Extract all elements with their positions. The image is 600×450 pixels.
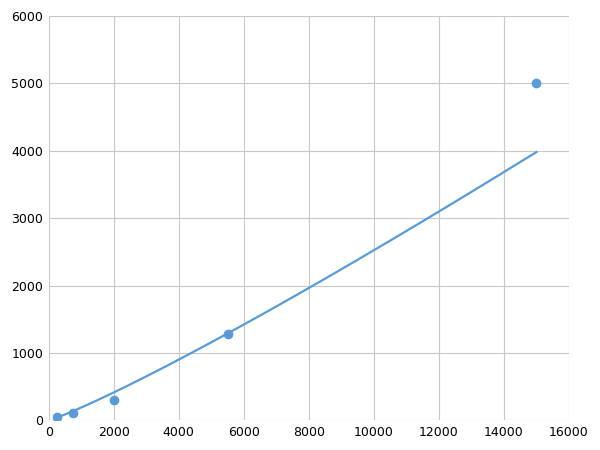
Point [68, 410, 78, 417]
Point [52, 413, 62, 420]
Point [223, 330, 232, 338]
Point [532, 80, 541, 87]
Point [109, 396, 119, 404]
